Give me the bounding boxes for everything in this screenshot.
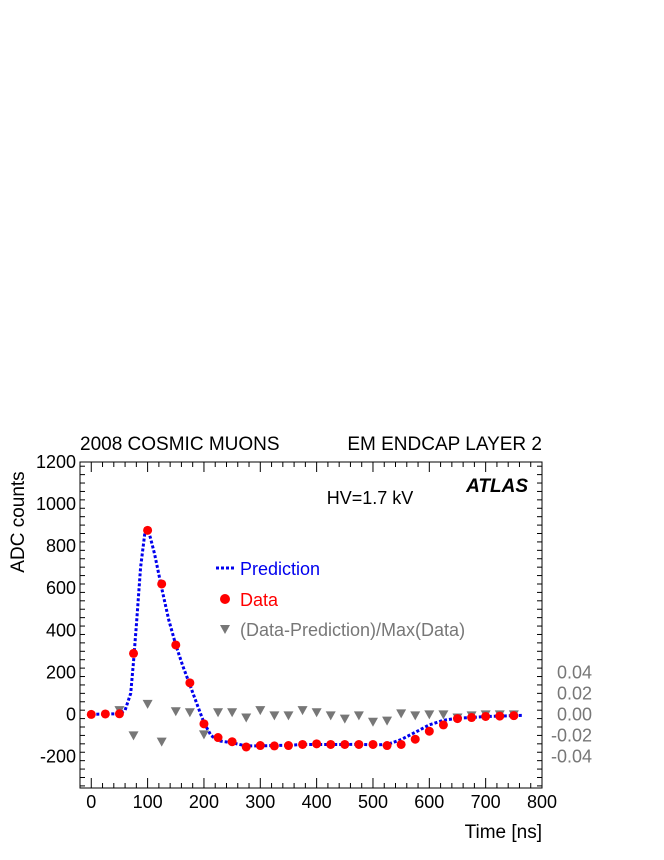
x-tick-label: 100 — [133, 792, 163, 812]
legend-data-swatch — [220, 594, 230, 604]
y-tick-label: 200 — [46, 662, 76, 682]
data-point — [368, 739, 378, 749]
residual-point — [255, 706, 266, 716]
data-point — [410, 734, 420, 744]
legend-prediction-label: Prediction — [240, 559, 320, 579]
data-point — [255, 741, 265, 751]
legend: Prediction Data (Data-Prediction)/Max(Da… — [216, 559, 465, 640]
y-tick-label: 1200 — [36, 452, 76, 472]
chart-title-right: EM ENDCAP LAYER 2 — [347, 434, 542, 455]
x-tick-label: 400 — [302, 792, 332, 812]
x-axis-label: Time [ns] — [465, 822, 542, 843]
data-point — [269, 741, 279, 751]
residual-point — [311, 708, 322, 718]
x-tick-label: 0 — [86, 792, 96, 812]
data-point — [213, 733, 223, 743]
data-point — [227, 737, 237, 747]
residual-point — [410, 711, 421, 721]
y-tick-label: 0 — [66, 704, 76, 724]
data-point — [354, 739, 364, 749]
data-point — [326, 739, 336, 749]
data-point — [340, 739, 350, 749]
residual-point — [184, 708, 195, 718]
data-point — [382, 741, 392, 751]
data-point — [298, 739, 308, 749]
data-point — [312, 739, 322, 749]
plot-frame — [79, 461, 543, 789]
x-tick-label: 700 — [471, 792, 501, 812]
data-point — [143, 525, 153, 535]
data-point — [100, 709, 110, 719]
residual-point — [170, 707, 181, 717]
residual-point — [156, 737, 167, 747]
data-point — [452, 714, 462, 724]
legend-data-label: Data — [240, 590, 279, 610]
residual-tick-label: 0.02 — [557, 683, 592, 703]
data-point — [283, 741, 293, 751]
y-tick-label: 600 — [46, 578, 76, 598]
residual-point — [283, 711, 294, 721]
residual-point — [213, 708, 224, 718]
residual-tick-label: -0.02 — [551, 725, 592, 745]
residual-point — [241, 713, 252, 723]
y-tick-label: -200 — [40, 746, 76, 766]
residual-point — [128, 731, 139, 741]
y-tick-label: 800 — [46, 536, 76, 556]
data-point — [114, 709, 124, 719]
x-tick-label: 600 — [414, 792, 444, 812]
hv-annotation: HV=1.7 kV — [327, 488, 414, 508]
data-point — [509, 711, 519, 721]
residual-tick-label: 0.04 — [557, 662, 592, 682]
y-tick-label: 1000 — [36, 494, 76, 514]
atlas-label: ATLAS — [465, 476, 528, 497]
data-point — [185, 678, 195, 688]
data-point — [157, 579, 167, 589]
x-tick-label: 300 — [245, 792, 275, 812]
x-tick-label: 800 — [527, 792, 557, 812]
data-point — [86, 709, 96, 719]
data-point — [171, 640, 181, 650]
residual-point — [353, 711, 364, 721]
residual-point — [142, 699, 153, 709]
residual-point — [227, 708, 238, 718]
residual-tick-label: -0.04 — [551, 746, 592, 766]
residual-point — [297, 706, 308, 716]
residual-point — [325, 711, 336, 721]
x-tick-label: 500 — [358, 792, 388, 812]
data-point — [467, 713, 477, 723]
chart-title-left: 2008 COSMIC MUONS — [80, 434, 280, 455]
residual-point — [198, 730, 209, 740]
residual-point — [424, 710, 435, 720]
x-tick-label: 200 — [189, 792, 219, 812]
y-axis-label: ADC counts — [8, 471, 29, 572]
data-point — [241, 742, 251, 752]
legend-residual-swatch — [220, 625, 230, 634]
residual-point — [438, 710, 449, 720]
data-point — [199, 719, 209, 729]
data-point — [129, 648, 139, 658]
residual-point — [396, 709, 407, 719]
residual-tick-label: 0.00 — [557, 704, 592, 724]
legend-residual-label: (Data-Prediction)/Max(Data) — [240, 620, 465, 640]
residual-point — [367, 717, 378, 727]
residual-point — [339, 714, 350, 724]
data-point — [495, 711, 505, 721]
data-point — [424, 726, 434, 736]
y-tick-label: 400 — [46, 620, 76, 640]
residual-point — [269, 711, 280, 721]
data-point — [481, 711, 491, 721]
residual-point — [382, 716, 393, 726]
data-point — [396, 739, 406, 749]
data-point — [438, 720, 448, 730]
